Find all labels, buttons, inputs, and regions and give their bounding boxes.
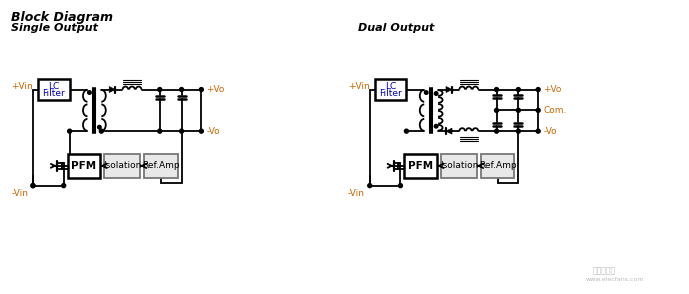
Text: Com.: Com. <box>543 106 566 115</box>
Circle shape <box>536 129 540 133</box>
Circle shape <box>495 88 499 91</box>
Circle shape <box>31 184 35 188</box>
Circle shape <box>158 129 162 133</box>
Text: PFM: PFM <box>408 161 433 171</box>
Circle shape <box>404 129 409 133</box>
Circle shape <box>434 92 438 95</box>
Circle shape <box>516 129 520 133</box>
Text: Block Diagram: Block Diagram <box>11 11 113 24</box>
Circle shape <box>68 129 72 133</box>
Bar <box>481 154 515 178</box>
Circle shape <box>158 88 162 91</box>
Circle shape <box>536 108 540 112</box>
Text: LC: LC <box>48 82 59 91</box>
Text: Filter: Filter <box>43 89 65 98</box>
Circle shape <box>368 184 372 188</box>
Circle shape <box>31 184 35 188</box>
Text: www.elecfans.com: www.elecfans.com <box>586 277 644 282</box>
Text: -Vo: -Vo <box>543 127 557 136</box>
Text: 电子发烧友: 电子发烧友 <box>593 266 616 275</box>
Text: +Vin: +Vin <box>348 82 370 91</box>
Circle shape <box>88 91 91 94</box>
Text: PFM: PFM <box>72 161 96 171</box>
Circle shape <box>516 88 520 91</box>
Circle shape <box>434 124 438 128</box>
Bar <box>441 154 477 178</box>
Circle shape <box>99 129 103 133</box>
Text: Single Output: Single Output <box>11 23 98 33</box>
Text: Isolation: Isolation <box>103 161 141 170</box>
Circle shape <box>98 126 101 129</box>
Polygon shape <box>446 128 452 134</box>
Text: Isolation: Isolation <box>440 161 478 170</box>
Text: Dual Output: Dual Output <box>358 23 434 33</box>
Text: -Vin: -Vin <box>348 189 365 198</box>
Bar <box>38 79 70 101</box>
Bar <box>404 154 437 178</box>
Text: LC: LC <box>385 82 396 91</box>
Circle shape <box>495 129 499 133</box>
Circle shape <box>516 108 520 112</box>
Circle shape <box>536 88 540 91</box>
Circle shape <box>199 129 203 133</box>
Polygon shape <box>446 86 452 93</box>
Bar <box>375 79 407 101</box>
Bar <box>144 154 178 178</box>
Text: -Vin: -Vin <box>11 189 28 198</box>
Circle shape <box>62 184 65 188</box>
Text: -Vo: -Vo <box>206 127 220 136</box>
Text: +Vo: +Vo <box>543 85 562 94</box>
Circle shape <box>398 184 402 188</box>
Circle shape <box>180 129 183 133</box>
Bar <box>104 154 140 178</box>
Text: +Vo: +Vo <box>206 85 225 94</box>
Bar <box>68 154 101 178</box>
Text: Ref.Amp: Ref.Amp <box>479 161 516 170</box>
Circle shape <box>495 108 499 112</box>
Circle shape <box>424 91 428 94</box>
Text: Ref.Amp: Ref.Amp <box>142 161 180 170</box>
Circle shape <box>199 88 203 91</box>
Text: Filter: Filter <box>379 89 402 98</box>
Polygon shape <box>110 86 115 93</box>
Circle shape <box>180 88 183 91</box>
Text: +Vin: +Vin <box>11 82 33 91</box>
